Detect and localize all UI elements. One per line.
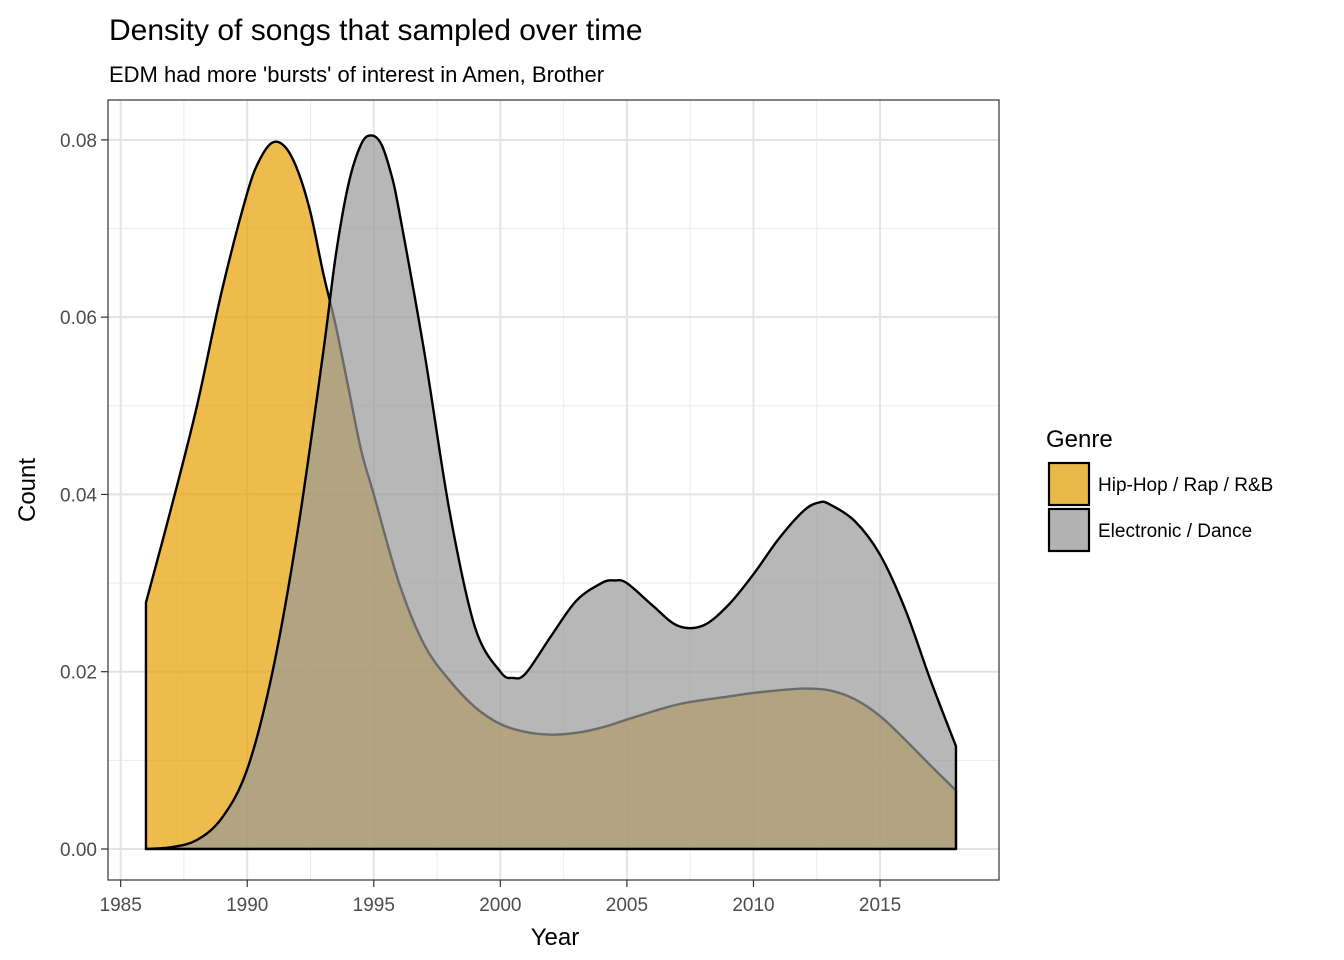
x-tick-label: 1985: [100, 895, 142, 916]
chart-title: Density of songs that sampled over time: [109, 14, 643, 47]
legend-label: Hip-Hop / Rap / R&B: [1098, 475, 1273, 496]
legend: Genre Hip-Hop / Rap / R&B Electronic / Da…: [1046, 426, 1273, 553]
legend-items: Hip-Hop / Rap / R&B Electronic / Dance: [1047, 461, 1273, 553]
legend-key-swatch: [1047, 507, 1091, 553]
axes: 1985 1990 1995 2000 2005 2010 2015 0.00 0.02 0.04…: [60, 131, 901, 916]
x-tick-label: 1990: [226, 895, 268, 916]
x-tick-label: 2005: [606, 895, 648, 916]
x-tick-label: 2010: [732, 895, 774, 916]
y-tick-label: 0.06: [60, 308, 97, 329]
y-tick-label: 0.04: [60, 485, 97, 506]
plot-panel-border: [107, 99, 1000, 881]
x-tick-label: 2000: [479, 895, 521, 916]
chart-subtitle: EDM had more 'bursts' of interest in Ame…: [109, 62, 604, 87]
y-axis-title: Count: [14, 458, 41, 522]
legend-label: Electronic / Dance: [1098, 521, 1252, 542]
density-series: [144, 134, 958, 851]
legend-key-swatch: [1047, 461, 1091, 507]
y-tick-label: 0.08: [60, 131, 97, 152]
density-area-series-2: [144, 134, 958, 851]
y-tick-label: 0.00: [60, 840, 97, 861]
y-tick-label: 0.02: [60, 663, 97, 684]
legend-title: Genre: [1046, 426, 1113, 453]
x-axis-title: Year: [531, 924, 580, 951]
x-tick-label: 2015: [859, 895, 901, 916]
x-tick-label: 1995: [353, 895, 395, 916]
